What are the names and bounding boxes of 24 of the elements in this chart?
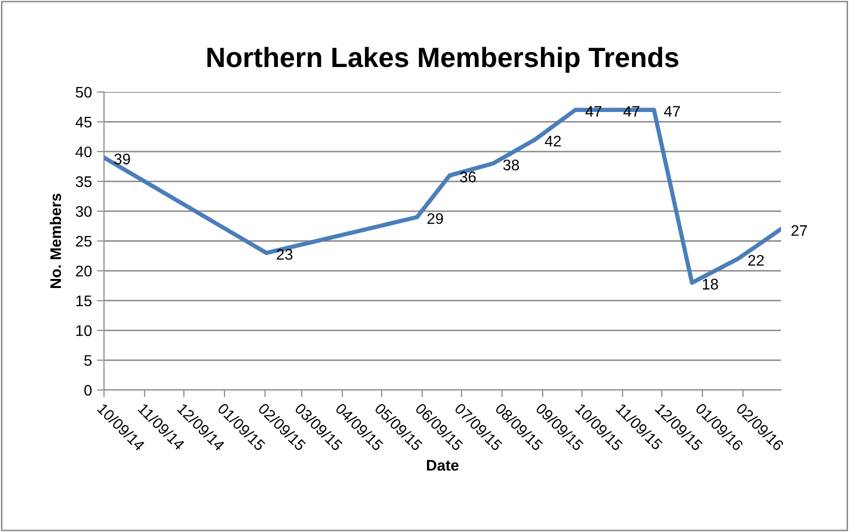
data-label: 47 (664, 106, 680, 117)
y-axis-title: No. Members (50, 194, 62, 288)
y-tick-label: 10 (76, 325, 92, 336)
y-tick-label: 40 (76, 146, 92, 158)
y-tick-label: 15 (76, 296, 92, 306)
y-tick-label: 0 (84, 384, 92, 396)
data-label: 18 (702, 278, 718, 290)
chart-title: Northern Lakes Membership Trends (207, 46, 678, 73)
data-label: 38 (503, 160, 519, 170)
data-label: 27 (791, 225, 807, 236)
y-tick-label: 25 (76, 236, 92, 247)
y-tick-label: 5 (84, 355, 92, 366)
y-tick-label: 50 (76, 86, 92, 98)
data-label: 23 (276, 248, 292, 260)
y-tick-label: 20 (76, 266, 92, 276)
data-label: 36 (460, 172, 476, 182)
data-label: 42 (544, 136, 561, 146)
data-label: 39 (114, 154, 130, 164)
data-label: 22 (748, 254, 764, 266)
y-tick-label: 45 (76, 116, 92, 128)
x-axis-title: Date (426, 460, 459, 471)
y-tick-label: 30 (76, 206, 92, 217)
y-tick-label: 35 (76, 176, 92, 188)
data-label: 29 (427, 213, 443, 224)
